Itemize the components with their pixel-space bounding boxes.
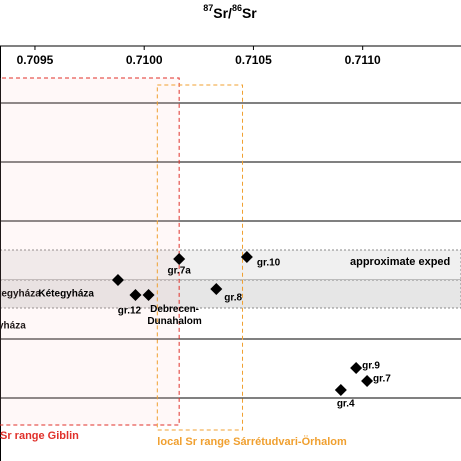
- range-label: local Sr range Sárrétudvari-Örhalom: [157, 435, 347, 448]
- point-label: gr.9: [362, 361, 380, 372]
- x-tick-label: 0.7110: [345, 53, 381, 67]
- label-part: Dunahalom: [147, 316, 202, 327]
- range-box: [156, 84, 244, 431]
- point-label: gr.7a: [167, 266, 191, 277]
- title-part: Sr: [242, 5, 257, 21]
- point: [350, 362, 363, 374]
- title-part: 86: [232, 3, 242, 13]
- point: [240, 251, 253, 263]
- chart-title: 87Sr/86Sr: [203, 3, 257, 20]
- point-label: gr.8: [224, 293, 242, 304]
- range-box: [0, 77, 180, 426]
- point: [334, 384, 347, 396]
- band: [0, 279, 461, 309]
- point-label: gr.12: [118, 306, 142, 317]
- annotation: approximate exped: [350, 256, 450, 268]
- title-part: 87: [203, 3, 213, 13]
- annotation: yháza: [0, 321, 26, 332]
- point-label: gr.4: [337, 399, 355, 410]
- point: [129, 289, 142, 301]
- point: [210, 283, 223, 295]
- x-tick-label: 0.7105: [235, 53, 272, 67]
- point: [111, 274, 124, 286]
- range-label: Sr range Giblin: [0, 430, 79, 442]
- point-label: Kétegyháza: [38, 289, 94, 300]
- x-tick-label: 0.7095: [17, 53, 54, 67]
- x-tick-label: 0.7100: [126, 53, 163, 67]
- label-part: Debrecen-: [150, 304, 199, 315]
- point: [173, 253, 186, 265]
- point: [361, 375, 374, 387]
- point: [142, 289, 155, 301]
- point-label: gr.10: [257, 258, 281, 269]
- point-label: gr.7: [373, 374, 391, 385]
- row-lines: [0, 45, 461, 461]
- point-label: Debrecen-Dunahalom: [147, 304, 202, 327]
- annotation: tegyháza: [0, 289, 41, 300]
- title-part: Sr/: [213, 5, 232, 21]
